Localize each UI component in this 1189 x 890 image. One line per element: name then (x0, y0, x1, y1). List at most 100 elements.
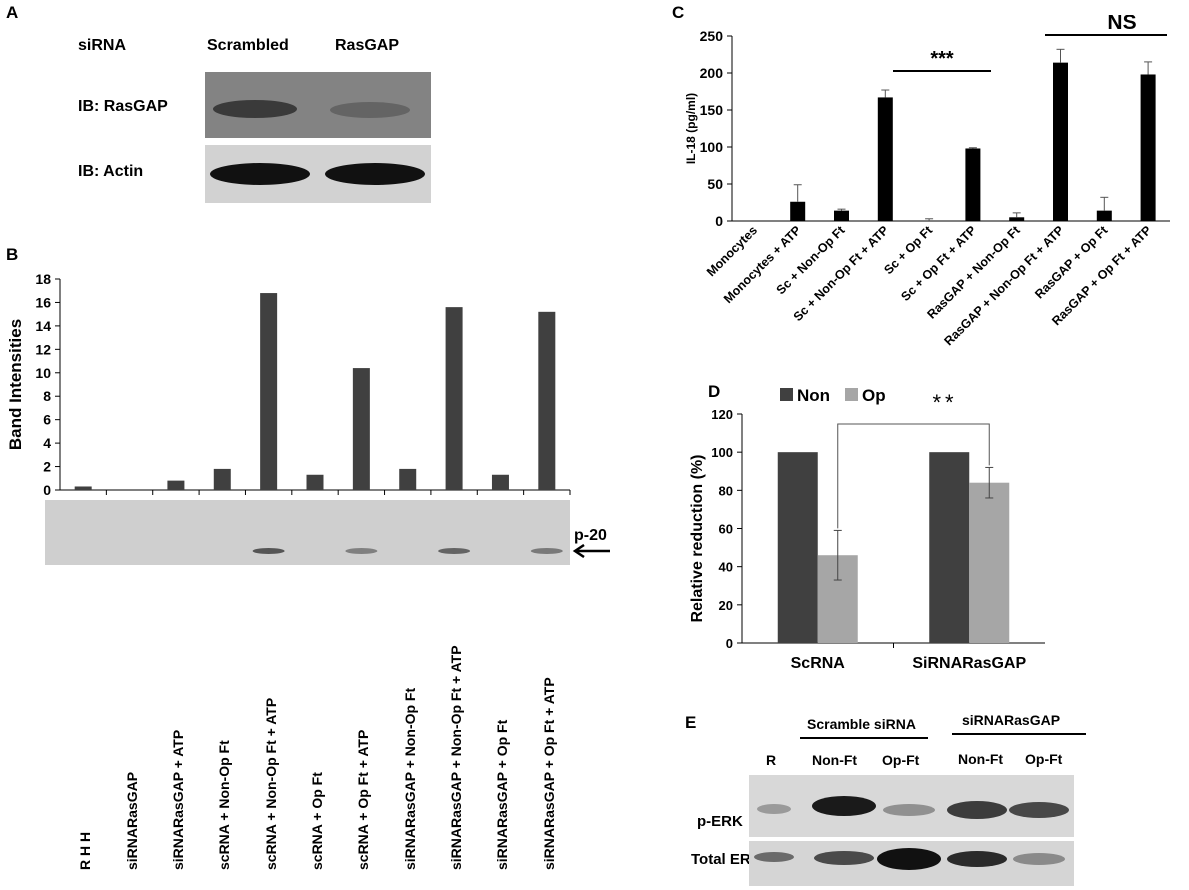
lane-label: Op-Ft (882, 752, 920, 768)
scrambled-header: Scrambled (207, 37, 289, 54)
ns-label: NS (1107, 15, 1136, 34)
x-category-label: RasGAP + Op Ft (1032, 223, 1111, 302)
x-category-label: Monocytes + ATP (721, 223, 804, 306)
bar (491, 474, 509, 490)
sirnarasgap-header: siRNARasGAP (962, 712, 1061, 728)
x-category-label: siRNARasGAP + Op Ft (494, 719, 511, 870)
bar (969, 482, 1010, 643)
legend-swatch (845, 388, 858, 401)
p20-band (530, 548, 563, 554)
bar (213, 468, 231, 490)
significance-bracket (837, 423, 990, 529)
p20-western-blot (45, 500, 570, 565)
x-category-label: scRNA + Op Ft + ATP (355, 729, 372, 870)
x-category-label: siRNARasGAP + Non-Op Ft (401, 687, 418, 870)
y-tick-label: 10 (35, 365, 51, 381)
rasgap-header: RasGAP (335, 37, 400, 54)
y-tick-label: 100 (700, 139, 724, 155)
ib-actin-label: IB: Actin (78, 163, 144, 180)
rasgap-western-blot (205, 72, 431, 138)
lane-label: R (766, 752, 777, 768)
y-axis-label: Band Intensities (6, 319, 25, 450)
y-tick-label: 0 (715, 213, 723, 229)
bar (538, 311, 556, 490)
x-category-label: ScRNA (791, 655, 846, 672)
p20-band (252, 548, 285, 554)
y-tick-label: 120 (711, 407, 733, 422)
bar (790, 201, 806, 221)
panel-d-letter: D (708, 382, 721, 401)
y-tick-label: 0 (43, 482, 51, 498)
rasgap-group-line (952, 733, 1086, 735)
scramble-group-line (800, 737, 928, 739)
y-tick-label: 14 (35, 318, 51, 334)
y-axis-label: Relative reduction (%) (689, 454, 706, 622)
y-tick-label: 4 (43, 435, 51, 451)
y-tick-label: 100 (711, 445, 733, 460)
y-tick-label: 2 (43, 459, 51, 475)
panel-c-letter: C (672, 3, 685, 22)
actin-western-blot (205, 145, 431, 203)
x-category-label: Sc + Op Ft + ATP (898, 223, 979, 304)
bar (306, 474, 324, 490)
legend-swatch (780, 388, 793, 401)
p20-band (438, 548, 471, 554)
p20-marker-label: p-20 (574, 527, 607, 544)
y-tick-label: 6 (43, 412, 51, 428)
legend-label: Non (797, 386, 830, 405)
bar (74, 486, 92, 490)
x-category-label: R H H (77, 831, 94, 870)
panel-e-letter: E (685, 713, 697, 732)
y-tick-label: 8 (43, 388, 51, 404)
lane-label: Op-Ft (1025, 751, 1063, 767)
y-tick-label: 20 (719, 598, 733, 613)
y-tick-label: 150 (700, 102, 724, 118)
bar (1009, 217, 1025, 221)
panel-a-letter: A (6, 3, 19, 22)
bar (777, 452, 818, 643)
band-intensity-chart: 0 2 4 6 8 10 12 14 16 18 Band Intensities (6, 271, 571, 498)
x-category-label: siRNARasGAP + ATP (169, 729, 186, 870)
significance-label: ** (932, 390, 957, 415)
panel-b-letter: B (6, 245, 19, 264)
y-tick-label: 40 (719, 560, 733, 575)
y-tick-label: 200 (700, 65, 724, 81)
relative-reduction-chart: 0 20 40 60 80 100 120 Relative reduction (%) ScR… (689, 386, 1045, 672)
x-category-label: SiRNARasGAP (912, 655, 1026, 672)
significance-label: *** (930, 48, 954, 70)
p-erk-label: p-ERK (697, 813, 743, 830)
y-tick-label: 0 (726, 636, 733, 651)
bar (1140, 74, 1156, 221)
bar (352, 368, 370, 490)
bar (260, 293, 278, 490)
sirna-label: siRNA (78, 37, 127, 54)
x-category-label: siRNARasGAP (123, 771, 140, 870)
x-category-label: scRNA + Non-Op Ft + ATP (262, 697, 279, 870)
y-tick-label: 50 (707, 176, 723, 192)
bar (445, 307, 463, 490)
legend-label: Op (862, 386, 886, 405)
y-tick-label: 250 (700, 28, 724, 44)
bar (965, 148, 981, 221)
scramble-sirna-header: Scramble siRNA (807, 716, 916, 732)
x-category-label: siRNARasGAP + Non-Op Ft + ATP (448, 645, 465, 870)
left-arrow-icon (572, 544, 610, 558)
bar (834, 210, 849, 221)
total-erk-label: Total ERK (691, 851, 762, 868)
lane-label: Non-Ft (958, 751, 1004, 767)
lane-label: Non-Ft (812, 752, 858, 768)
y-tick-label: 60 (719, 522, 733, 537)
ib-rasgap-label: IB: RasGAP (78, 98, 168, 115)
x-category-label: scRNA + Non-Op Ft (216, 740, 233, 870)
bar (877, 97, 893, 221)
y-tick-label: 80 (719, 483, 733, 498)
bar (399, 468, 417, 490)
bar (167, 480, 185, 490)
x-category-label: scRNA + Op Ft (309, 772, 325, 870)
p20-band (345, 548, 378, 554)
y-tick-label: 16 (35, 294, 51, 310)
y-tick-label: 12 (35, 341, 51, 357)
p-erk-western-blot (749, 775, 1074, 837)
